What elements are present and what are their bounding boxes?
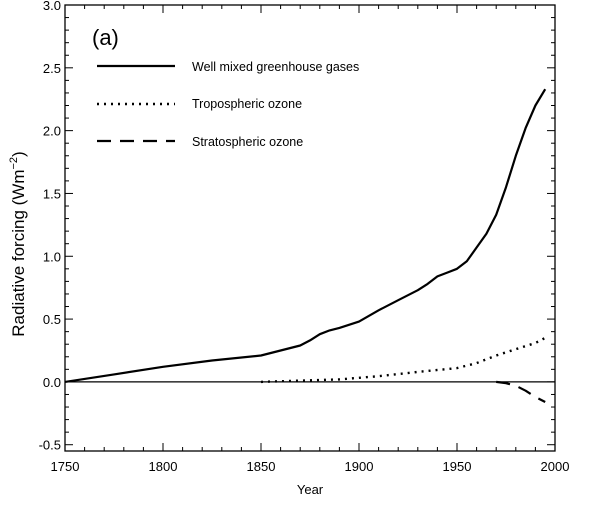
y-tick-label: 1.0 [43, 249, 61, 264]
y-tick-label: 0.5 [43, 312, 61, 327]
series-line-well-mixed-greenhouse-gases [64, 88, 547, 383]
x-tick-label: 2000 [541, 459, 570, 474]
x-axis-title: Year [297, 482, 324, 497]
y-axis-title: Radiative forcing (Wm−2) [8, 151, 28, 336]
legend-label-tropospheric-ozone: Tropospheric ozone [192, 97, 302, 111]
y-axis-title-text: Radiative forcing (Wm [9, 170, 28, 337]
x-tick-label: 1900 [345, 459, 374, 474]
y-axis-title-close: ) [9, 151, 28, 157]
legend-label-stratospheric-ozone: Stratospheric ozone [192, 135, 303, 149]
x-tick-label: 1950 [443, 459, 472, 474]
y-tick-label: 2.0 [43, 124, 61, 139]
x-tick-label: 1850 [247, 459, 276, 474]
series-layer [64, 88, 547, 403]
x-tick-label: 1800 [149, 459, 178, 474]
y-tick-label: 0.0 [43, 375, 61, 390]
series-line-tropospheric-ozone [260, 336, 546, 384]
tick-layer: 1750 1800 1850 1900 1950 2000 -0.5 0.0 0.5 1.0 1.5… [39, 0, 570, 474]
plot-frame [64, 4, 556, 452]
y-tick-label: 3.0 [43, 0, 61, 13]
y-tick-label: -0.5 [39, 438, 61, 453]
legend-label-well-mixed-ghg: Well mixed greenhouse gases [192, 60, 359, 74]
y-tick-label: 1.5 [43, 186, 61, 201]
y-tick-label: 2.5 [43, 61, 61, 76]
x-tick-label: 1750 [51, 459, 80, 474]
series-line-stratospheric-ozone [496, 380, 546, 403]
panel-label: (a) [92, 25, 119, 50]
legend: Well mixed greenhouse gases Tropospheric… [97, 60, 359, 149]
y-axis-title-exponent: −2 [8, 157, 20, 170]
